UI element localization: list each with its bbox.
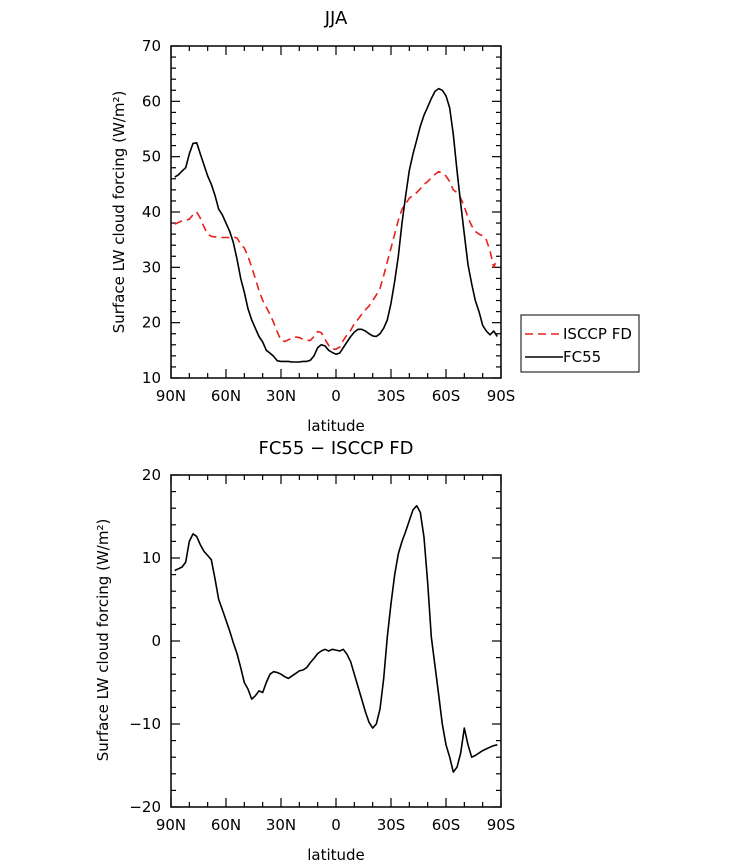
legend-box [520, 314, 640, 373]
top-chart-series [174, 87, 499, 363]
top-chart-y-tick-label: 60 [142, 92, 161, 110]
top-chart-y-tick-label: 50 [142, 148, 161, 166]
bottom-chart-x-tick-label: 0 [331, 816, 341, 834]
bottom-chart-y-tick-label: −10 [129, 715, 161, 733]
bottom-chart-series [174, 504, 498, 773]
top-chart-y-tick-label: 70 [142, 37, 161, 55]
top-chart-x-tick-label: 30N [266, 387, 296, 405]
top-chart-y-tick-label: 40 [142, 203, 161, 221]
top-chart-x-axis-label: latitude [307, 417, 365, 435]
top-chart-x-tick-label: 60S [432, 387, 461, 405]
top-chart-x-tick-label: 30S [377, 387, 406, 405]
top-chart-legend: ISCCP FD FC55 [520, 314, 640, 373]
top-chart-y-tick-label: 10 [142, 369, 161, 387]
legend-label-fc55: FC55 [563, 348, 601, 366]
bottom-chart-x-tick-label: 30N [266, 816, 296, 834]
top-chart-title: JJA [324, 8, 348, 29]
bottom-chart-y-tick-label: 20 [142, 466, 161, 484]
top-chart: JJA 90N 60N 30N 0 30S 60S 90S 10 20 30 40 50 60 70 la… [110, 8, 640, 435]
top-chart-y-axis-label: Surface LW cloud forcing (W/m²) [110, 91, 128, 334]
top-chart-y-tick-label: 20 [142, 314, 161, 332]
bottom-chart-y-axis-label: Surface LW cloud forcing (W/m²) [94, 519, 112, 762]
bottom-chart-title: FC55 − ISCCP FD [258, 438, 413, 459]
bottom-chart-x-axis-label: latitude [307, 846, 365, 864]
bottom-chart-series-line-0 [174, 504, 498, 773]
bottom-chart-y-tick-label: 10 [142, 549, 161, 567]
top-chart-x-tick-label: 90N [156, 387, 186, 405]
bottom-chart-ticks: 90N 60N 30N 0 30S 60S 90S −20 −10 0 10 20 [129, 466, 515, 834]
bottom-chart-x-tick-label: 30S [377, 816, 406, 834]
bottom-chart-plot-frame [170, 474, 502, 808]
bottom-chart: FC55 − ISCCP FD 90N 60N 30N 0 30S 60S 90S −20 −1… [94, 438, 515, 864]
bottom-chart-y-tick-label: 0 [151, 632, 161, 650]
top-chart-x-tick-label: 60N [211, 387, 241, 405]
top-chart-ticks: 90N 60N 30N 0 30S 60S 90S 10 20 30 40 50 60 70 [142, 37, 515, 405]
legend-label-isccp-fd: ISCCP FD [563, 325, 632, 343]
bottom-chart-x-tick-label: 60N [211, 816, 241, 834]
top-chart-series-line-isccp-fd [174, 170, 499, 351]
top-chart-series-line-fc55 [174, 87, 498, 363]
bottom-chart-x-tick-label: 90S [487, 816, 516, 834]
top-chart-y-tick-label: 30 [142, 258, 161, 276]
bottom-chart-x-tick-label: 60S [432, 816, 461, 834]
top-chart-x-tick-label: 0 [331, 387, 341, 405]
top-chart-x-tick-label: 90S [487, 387, 516, 405]
bottom-chart-y-tick-label: −20 [129, 798, 161, 816]
bottom-chart-x-tick-label: 90N [156, 816, 186, 834]
